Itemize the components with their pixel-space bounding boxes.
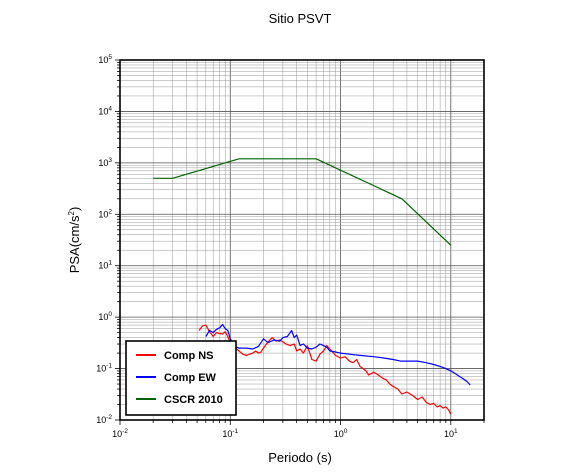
x-tick-base: 10 [112, 429, 122, 439]
x-tick-exp: -2 [122, 428, 128, 435]
y-axis-label-base: PSA(cm/s [67, 215, 82, 273]
y-tick-base: 10 [98, 261, 108, 271]
chart-title: Sitio PSVT [269, 11, 332, 26]
plot-frame [119, 59, 485, 421]
series-line-3 [153, 158, 452, 246]
y-tick-label: 101 [98, 260, 112, 271]
y-tick-base: 10 [98, 158, 108, 168]
y-tick-exp: -1 [106, 363, 112, 370]
y-tick-exp: 4 [108, 105, 112, 112]
y-axis-label: PSA(cm/s2) [67, 207, 82, 274]
x-tick-exp: 1 [454, 428, 458, 435]
legend-label: Comp NS [164, 350, 214, 362]
x-tick-base: 10 [444, 429, 454, 439]
x-tick-exp: 0 [344, 428, 348, 435]
y-tick-base: 10 [98, 106, 108, 116]
y-tick-label: 104 [98, 105, 112, 116]
y-tick-base: 10 [98, 312, 108, 322]
x-tick-label: 10-1 [222, 428, 238, 439]
y-tick-label: 105 [98, 54, 112, 65]
y-tick-label: 10-1 [96, 363, 112, 374]
x-tick-label: 101 [444, 428, 458, 439]
x-tick-label: 10-2 [112, 428, 128, 439]
x-tick-exp: -1 [232, 428, 238, 435]
y-tick-label: 103 [98, 157, 112, 168]
legend-label: Comp EW [164, 372, 217, 384]
y-tick-exp: 2 [108, 208, 112, 215]
y-tick-label: 102 [98, 208, 112, 219]
y-tick-exp: 5 [108, 54, 112, 61]
x-axis-ticks: 10-2 10-1 100 101 [112, 428, 458, 439]
x-tick-base: 10 [334, 429, 344, 439]
legend-label: CSCR 2010 [164, 394, 223, 406]
y-tick-base: 10 [96, 415, 106, 425]
x-axis-label: Periodo (s) [268, 450, 332, 465]
y-tick-exp: -2 [106, 414, 112, 421]
y-tick-exp: 1 [108, 260, 112, 267]
x-tick-base: 10 [222, 429, 232, 439]
y-tick-label: 100 [98, 311, 112, 322]
y-axis-label-exp: 2 [67, 211, 76, 216]
series-line-1 [198, 324, 452, 415]
y-axis-label-tail: ) [67, 207, 82, 211]
y-tick-exp: 3 [108, 157, 112, 164]
legend: Comp NS Comp EW CSCR 2010 [125, 340, 237, 416]
x-tick-label: 100 [334, 428, 348, 439]
y-tick-exp: 0 [108, 311, 112, 318]
y-tick-base: 10 [96, 364, 106, 374]
y-tick-base: 10 [98, 209, 108, 219]
y-tick-label: 10-2 [96, 414, 112, 425]
y-tick-base: 10 [98, 55, 108, 65]
